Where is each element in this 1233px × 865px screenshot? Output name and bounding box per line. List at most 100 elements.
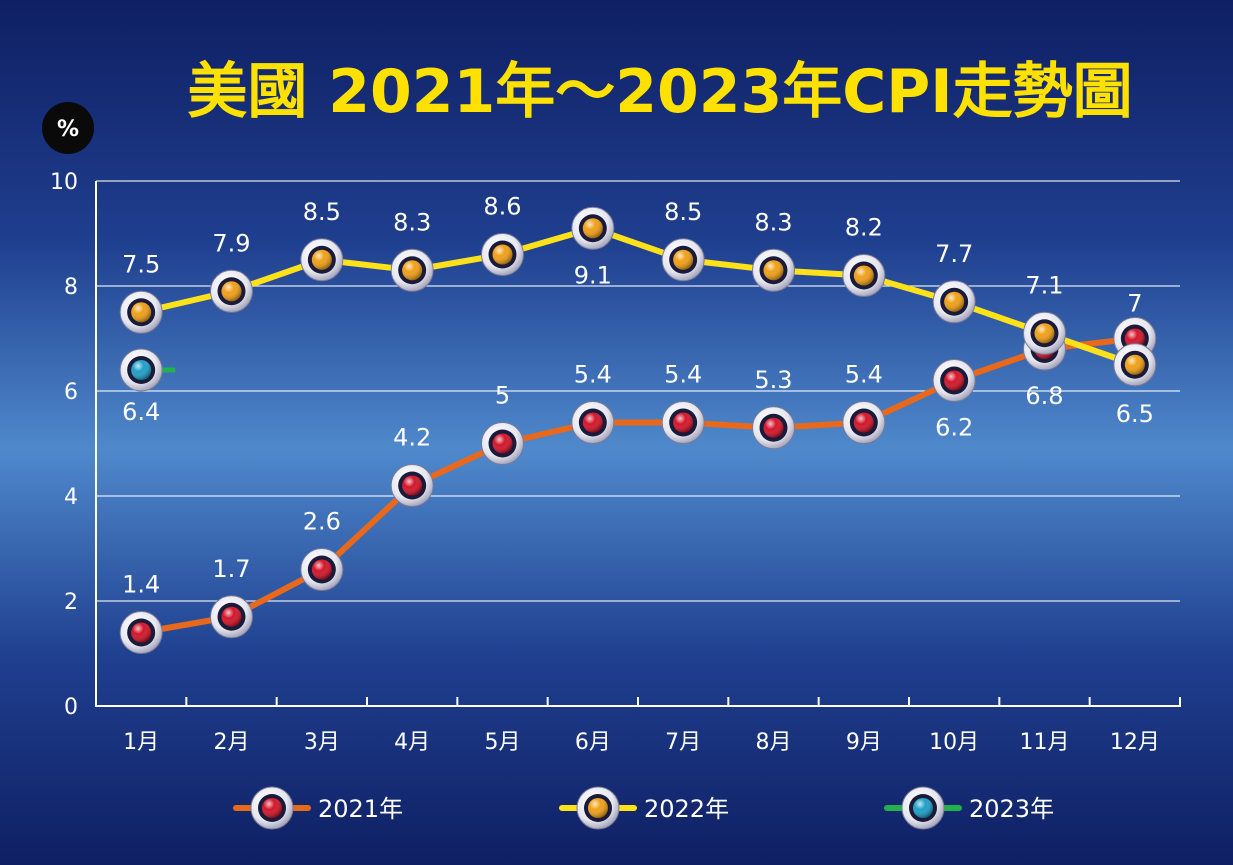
legend-marker-0 [250,786,294,830]
marker-highlight [492,244,513,265]
y-tick-label: 4 [64,485,78,510]
data-label-1-9: 7.7 [935,240,973,268]
data-label-0-1: 1.7 [212,555,250,583]
marker-highlight [763,417,784,438]
x-tick-label: 10月 [929,730,979,755]
data-label-0-11: 7 [1127,290,1142,318]
marker-highlight [221,281,242,302]
data-label-1-8: 8.2 [845,214,883,242]
percent-unit-badge [42,102,94,154]
data-label-0-8: 5.4 [845,361,883,389]
data-point-1-1 [210,269,253,313]
marker-highlight [402,260,423,281]
marker-highlight [944,291,965,312]
data-point-1-3 [390,248,434,292]
marker-highlight [221,606,242,627]
data-point-1-8 [842,254,886,297]
data-label-0-10: 6.8 [1025,382,1063,410]
axes [95,181,1181,707]
data-point-0-1 [210,595,253,639]
marker-highlight [673,412,694,433]
marker-highlight [913,798,933,818]
data-point-1-5 [571,206,615,250]
legend-label-2: 2023年 [969,795,1054,823]
grid-lines [96,180,1180,602]
data-point-1-11 [1113,343,1157,387]
marker-highlight [131,360,152,380]
data-label-0-6: 5.4 [664,361,702,389]
x-tick-label: 1月 [123,730,159,755]
marker-highlight [1124,354,1145,375]
x-tick-label: 4月 [394,730,430,755]
y-tick-label: 6 [64,380,78,405]
legend-label-0: 2021年 [318,795,403,823]
data-label-1-5: 9.1 [574,261,612,289]
marker-highlight [763,260,784,281]
x-tick-label: 11月 [1020,730,1070,755]
data-label-1-0: 7.5 [122,250,160,278]
data-label-0-4: 5 [495,382,510,410]
series-markers [119,206,1157,654]
x-tick-label: 12月 [1110,730,1160,755]
data-label-1-6: 8.5 [664,198,702,226]
x-tick-label: 8月 [756,730,792,755]
series-line-0 [138,335,1138,636]
data-point-1-0 [119,290,163,334]
marker-highlight [944,370,965,391]
data-label-1-3: 8.3 [393,208,431,236]
data-point-0-0 [119,611,163,654]
data-point-1-2 [300,238,344,282]
data-point-0-9 [932,359,976,402]
legend: 2021年 2022年 2023年 [233,786,1054,830]
data-point-1-9 [932,280,976,324]
data-point-0-4 [481,422,524,465]
legend-marker-1 [576,786,620,830]
data-label-0-2: 2.6 [303,508,341,536]
x-tick-label: 6月 [575,730,611,755]
data-point-1-7 [752,248,795,292]
data-label-0-7: 5.3 [754,366,792,394]
legend-label-1: 2022年 [644,795,729,823]
series-line-1 [138,225,1138,368]
marker-highlight [262,798,282,818]
data-label-2-0: 6.4 [122,398,160,426]
y-tick-label: 8 [64,275,78,300]
legend-marker-2 [901,786,945,830]
data-label-1-2: 8.5 [303,198,341,226]
data-point-0-8 [842,401,886,444]
data-point-0-2 [300,548,344,591]
marker-highlight [492,433,513,454]
marker-highlight [311,249,332,270]
y-unit-label: % [57,117,79,142]
x-tick-label: 9月 [846,730,882,755]
marker-highlight [582,412,603,433]
series-lines [138,225,1138,636]
data-label-1-11: 6.5 [1116,400,1154,428]
data-point-0-6 [661,401,705,444]
data-label-0-3: 4.2 [393,424,431,452]
marker-highlight [311,559,332,580]
x-tick-label: 7月 [665,730,701,755]
marker-highlight [131,622,152,643]
marker-highlight [853,265,874,286]
data-label-1-7: 8.3 [754,208,792,236]
marker-highlight [582,218,603,239]
data-label-1-4: 8.6 [483,193,521,221]
x-tick-label: 3月 [304,730,340,755]
data-point-1-10 [1023,311,1066,355]
data-point-0-5 [571,401,615,444]
marker-highlight [131,302,152,323]
y-tick-label: 10 [50,170,78,195]
marker-highlight [402,475,423,496]
data-label-0-5: 5.4 [574,361,612,389]
marker-highlight [853,412,874,433]
data-label-1-10: 7.1 [1025,271,1063,299]
x-tick-label: 5月 [485,730,521,755]
marker-highlight [1034,323,1055,344]
data-labels: 1.4 1.7 2.6 4.2 5 5.4 5.4 5.3 5.4 6.2 6.8 7 7.5 7.9 8.… [122,193,1154,599]
chart-title: 美國 2021年～2023年CPI走勢圖 [187,57,1132,127]
x-tick-labels: 1月 2月 3月 4月 5月 6月 7月 8月 9月 10月 11月 12月 [123,730,1160,755]
data-point-0-7 [752,406,795,450]
data-point-1-4 [481,233,524,276]
